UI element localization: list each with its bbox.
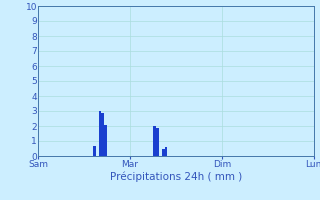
Bar: [101, 112, 104, 156]
Bar: [153, 126, 156, 156]
Bar: [164, 147, 167, 156]
Bar: [104, 124, 107, 156]
X-axis label: Précipitations 24h ( mm ): Précipitations 24h ( mm ): [110, 172, 242, 182]
Bar: [162, 148, 164, 156]
Bar: [156, 128, 159, 156]
Bar: [93, 146, 96, 156]
Bar: [99, 111, 101, 156]
